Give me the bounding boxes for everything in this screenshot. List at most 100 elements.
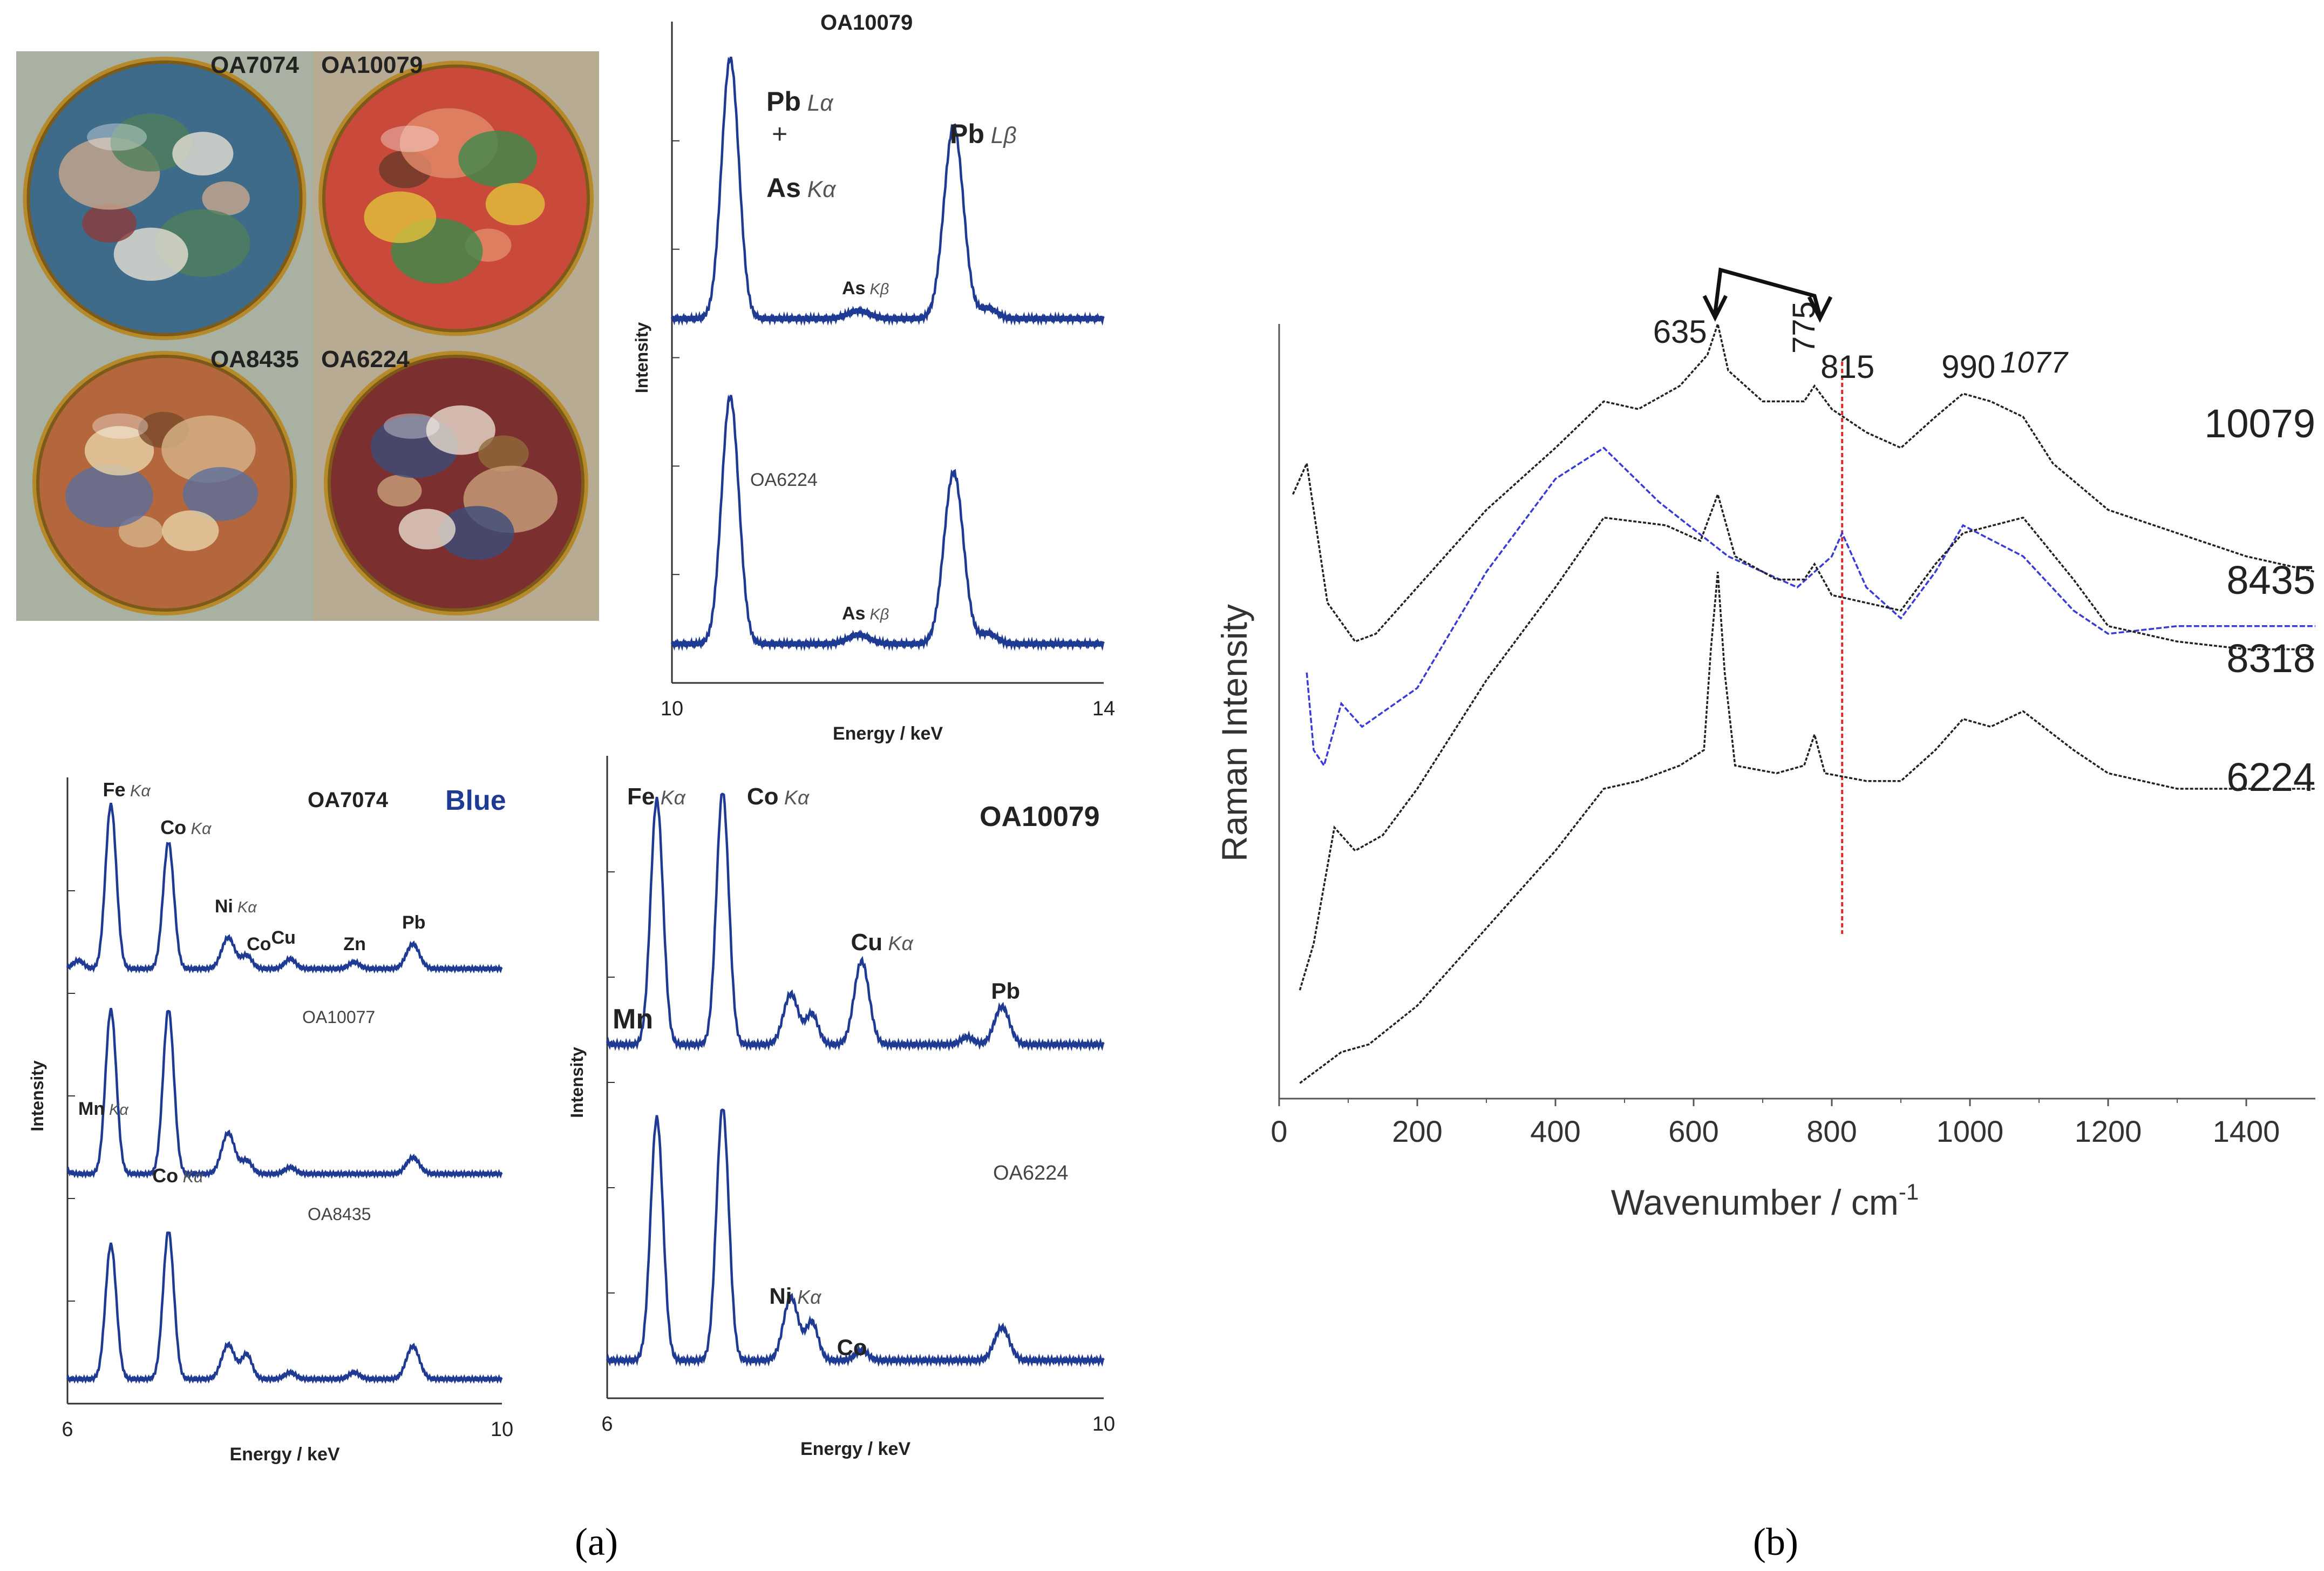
peak-label-plus: +	[772, 119, 787, 149]
peak-label-cu: Cu Kα	[851, 929, 914, 956]
enamel-figure	[438, 506, 514, 560]
y-axis-label: Intensity	[28, 1060, 47, 1132]
pendant-edge	[36, 355, 293, 612]
enamel-figure	[113, 227, 188, 281]
peak-label-zn: Zn	[343, 934, 366, 954]
peak-label-mn: Mn	[613, 1004, 653, 1035]
enamel-figure	[364, 191, 437, 243]
x-axis-label: Energy / keV	[800, 1439, 910, 1459]
photo-label-OA6224: OA6224	[321, 346, 410, 373]
x-tick-label: 14	[1092, 698, 1115, 720]
spectrum-OA7074	[66, 802, 503, 974]
spectrum-OA8435	[66, 1231, 503, 1384]
photo-OA10079	[313, 51, 599, 346]
shift-arrow-head	[1807, 296, 1833, 323]
series-label: OA10077	[302, 1007, 375, 1027]
y-axis-label: Intensity	[567, 1047, 587, 1118]
enamel-figure	[485, 182, 545, 226]
raman-series-label-8318: 8318	[2226, 636, 2315, 681]
panel-label-b: (b)	[1753, 1520, 1798, 1563]
x-tick-label: 10	[491, 1418, 513, 1441]
x-tick-label: 6	[601, 1413, 613, 1435]
chart-title: OA10079	[820, 11, 913, 35]
raman-spectrum-6224	[1299, 572, 2315, 1084]
peak-label-co2: Co	[837, 1335, 867, 1360]
xrf-pb-chart: 10 14 Energy / keV Intensity OA6224 OA10079 Pb…	[632, 11, 1115, 744]
chart-title: OA7074	[308, 788, 389, 812]
enamel-figure	[377, 475, 422, 507]
x-tick-label: 400	[1530, 1114, 1580, 1148]
shift-arrow	[1713, 267, 1822, 316]
peak-label-as-kb: As Kβ	[842, 278, 889, 299]
series-label: OA6224	[993, 1162, 1068, 1184]
enamel-figure	[458, 130, 538, 187]
enamel-figure	[202, 181, 250, 216]
raman-series-label-10079: 10079	[2204, 401, 2315, 446]
chart-title: OA10079	[980, 801, 1100, 832]
enamel-figure	[161, 415, 256, 483]
peak-label-cu: Cu	[271, 927, 296, 948]
enamel-figure	[478, 435, 529, 472]
x-tick-label: 10	[661, 698, 683, 720]
x-tick-label: 600	[1668, 1114, 1718, 1148]
peak-label-ni: Ni Kα	[769, 1283, 822, 1309]
pendant-edge	[328, 355, 585, 612]
enamel-figure	[82, 204, 137, 243]
peak-label-co: Co Kα	[160, 816, 212, 838]
spectrum-OA10079	[670, 56, 1105, 326]
peak-label-co-ka: Co Kα	[152, 1164, 204, 1187]
photo-grid: OA7074 OA10079 OA8435 OA6224	[16, 51, 599, 621]
raman-spectrum-10079	[1292, 320, 2316, 643]
x-axis-label: Energy / keV	[229, 1444, 339, 1465]
photo-OA6224	[313, 346, 599, 621]
series-label: OA8435	[308, 1204, 371, 1224]
x-tick-label: 10	[1092, 1413, 1115, 1435]
pendant-edge	[322, 64, 590, 333]
raman-series-label-6224: 6224	[2226, 755, 2315, 800]
peak-label-co2: Co	[247, 934, 271, 954]
pendant-enamel	[324, 66, 588, 331]
series-label: OA6224	[750, 470, 818, 490]
glare	[384, 413, 440, 439]
x-tick-label: 1200	[2075, 1114, 2142, 1148]
chart-title-note: Blue	[445, 785, 506, 816]
x-tick-label: 200	[1392, 1114, 1442, 1148]
shift-arrow-head	[1702, 295, 1728, 322]
peak-label-ni: Ni Kα	[215, 896, 257, 917]
spectrum-OA10077	[66, 1007, 503, 1179]
peak-label-as-ka: As Kα	[766, 173, 837, 203]
photo-OA7074	[16, 51, 313, 346]
raman-series-label-8435: 8435	[2226, 558, 2315, 602]
x-tick-label: 800	[1806, 1114, 1857, 1148]
peak-label-fe: Fe Kα	[103, 778, 152, 801]
raman-chart: 0 200 400 600 800 1000 1200 1400 Wavenumber / cm…	[1214, 267, 2316, 1222]
enamel-figure	[426, 405, 495, 455]
photo-label-OA7074: OA7074	[210, 52, 299, 78]
peak-label-pb: Pb	[402, 912, 425, 933]
glare	[92, 413, 148, 439]
spectrum-OA6224	[606, 1108, 1105, 1367]
xrf-blue-chart: 6 10 Energy / keV Intensity OA10077 OA8435 OA7…	[28, 777, 513, 1465]
raman-spectrum-8318	[1299, 491, 2315, 991]
peak-label-1077: 1077	[2000, 345, 2068, 379]
panel-label-a: (a)	[575, 1520, 618, 1563]
pendant-edge	[26, 60, 303, 336]
x-axis-label: Energy / keV	[833, 723, 943, 744]
peak-label-pb-la: Pb Lα	[766, 86, 834, 117]
photo-OA8435	[16, 346, 313, 621]
photo-label-OA8435: OA8435	[210, 346, 299, 373]
enamel-figure	[162, 510, 219, 551]
peak-label-fe: Fe Kα	[627, 783, 687, 810]
peak-label-pb: Pb	[991, 978, 1020, 1004]
spectrum-OA6224	[670, 394, 1105, 652]
xrf-oa10079-chart: 6 10 Energy / keV Intensity OA6224 OA10079 Fe …	[567, 756, 1115, 1459]
enamel-figure	[65, 464, 153, 528]
x-axis-label: Wavenumber / cm-1	[1611, 1179, 1919, 1222]
peak-label-815: 815	[1820, 349, 1874, 385]
peak-label-pb-lb: Pb Lβ	[950, 119, 1017, 149]
enamel-figure	[110, 113, 192, 172]
glare	[87, 123, 147, 151]
photo-label-OA10079: OA10079	[321, 52, 423, 78]
glare	[380, 125, 439, 152]
